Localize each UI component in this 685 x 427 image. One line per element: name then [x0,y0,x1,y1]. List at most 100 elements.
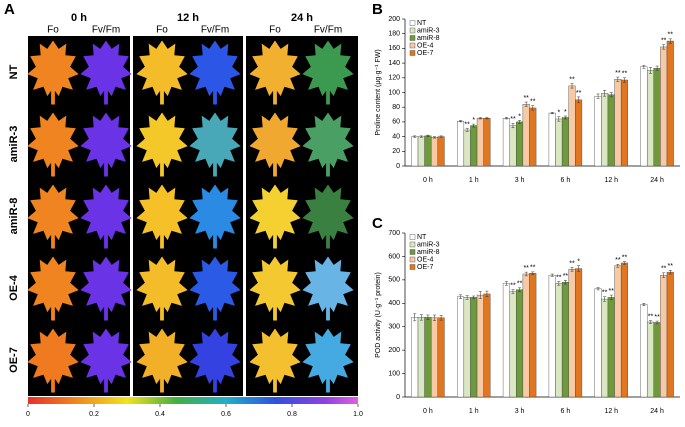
bar [424,135,432,167]
bar [522,104,530,167]
time-header: 12 h [177,12,199,24]
bar [529,107,537,167]
bar [660,46,668,167]
error-bar [465,295,469,300]
bar [509,125,517,167]
legend-swatch [409,27,416,34]
legend-label: amiR-3 [417,27,440,34]
y-tick-label: 0 [396,394,400,401]
bar [411,136,419,167]
legend-swatch [409,42,416,49]
line-label: NT [8,64,20,79]
y-tick-label: 200 [388,347,400,354]
error-bar [570,83,574,89]
legend-label: NT [417,20,427,27]
error-bar [662,44,666,50]
significance-label: ** [464,121,470,128]
y-tick-label: 0 [396,163,400,170]
colorbar-tick-label: 0.8 [287,411,297,418]
bar [522,273,530,398]
colorbar [28,397,358,404]
significance-label: ** [615,257,621,264]
error-bar [478,291,482,299]
bar [620,262,628,398]
line-label: amiR-8 [8,198,20,235]
error-bar [433,314,437,321]
y-tick-label: 160 [388,45,400,52]
error-bar [648,320,652,324]
bar [575,268,583,398]
significance-label: ** [510,283,516,290]
x-tick-label: 12 h [604,408,618,415]
error-bar [557,116,561,122]
colorbar-tick-label: 0.2 [89,411,99,418]
bar [502,283,510,398]
legend-label: OE-4 [417,256,433,263]
time-header: 24 h [291,12,313,24]
param-header: Fo [156,25,168,36]
error-bar [485,117,489,120]
error-bar [518,287,522,292]
error-bar [413,313,417,322]
error-bar [642,303,646,306]
bar [640,304,648,398]
bar [463,129,471,167]
colorbar-tick-label: 0.4 [155,411,165,418]
error-bar [531,271,535,275]
bar [646,70,654,167]
x-tick-label: 1 h [469,408,479,415]
bar [470,125,478,167]
significance-label: ** [615,70,621,77]
error-bar [465,128,469,132]
error-bar [419,135,423,138]
line-label: OE-7 [8,347,20,373]
error-bar [596,93,600,99]
y-tick-label: 100 [388,89,400,96]
y-tick-label: 300 [388,324,400,331]
bar [457,120,465,167]
panel-label: C [372,215,383,232]
legend-label: NT [417,234,427,241]
bar [607,297,615,398]
bar [417,136,425,167]
legend-swatch [409,249,416,255]
y-tick-label: 180 [388,31,400,38]
bar [653,322,661,398]
error-bar [550,112,554,115]
bar [548,112,556,167]
panel-label: A [4,1,15,18]
significance-label: * [577,259,580,266]
significance-label: * [564,109,567,116]
error-bar [524,271,528,277]
significance-label: ** [510,116,516,123]
bar [555,283,563,398]
error-bar [511,289,515,294]
error-bar [563,115,567,120]
significance-label: ** [661,266,667,273]
significance-label: ** [661,38,667,45]
bar [575,99,583,167]
error-bar [668,38,672,44]
error-bar [531,105,535,111]
error-bar [616,76,620,82]
significance-label: ** [569,77,575,84]
significance-label: ** [648,313,654,320]
significance-label: ** [517,281,523,288]
error-bar [662,272,666,278]
bar [483,293,491,398]
y-tick-label: 120 [388,75,400,82]
error-bar [472,123,476,128]
significance-label: ** [523,95,529,102]
error-bar [622,261,626,265]
error-bar [596,287,600,291]
error-bar [609,294,613,301]
significance-label: ** [530,99,536,106]
bar [529,273,537,398]
legend-label: OE-7 [417,264,433,271]
bar [470,297,478,398]
x-tick-label: 1 h [469,177,479,184]
error-bar [668,270,672,275]
colorbar-tick-label: 0.6 [221,411,231,418]
legend-swatch [409,264,416,270]
